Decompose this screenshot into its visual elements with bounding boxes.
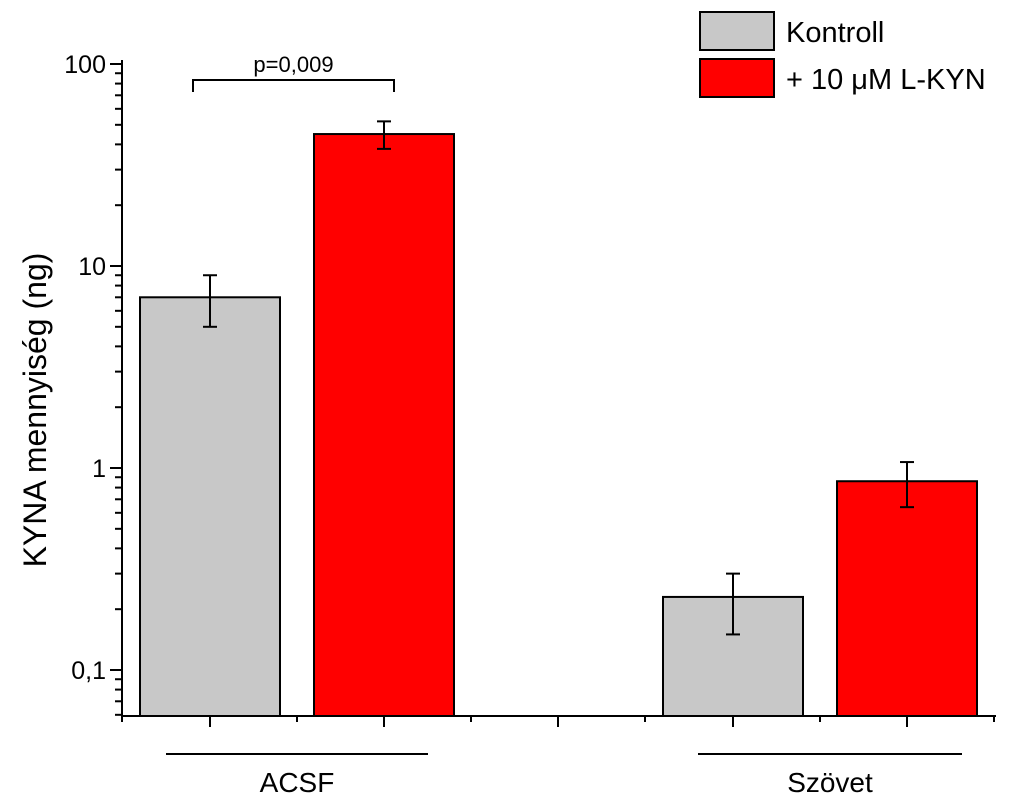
legend-swatch	[699, 11, 775, 51]
y-tick-label: 1	[92, 455, 106, 483]
significance-annotation: p=0,009	[192, 52, 395, 92]
legend-label: + 10 μM L-KYN	[786, 64, 986, 96]
significance-bracket	[192, 79, 395, 92]
y-tick-label: 10	[78, 253, 106, 281]
p-value-label: p=0,009	[253, 52, 333, 77]
bar	[139, 296, 281, 717]
y-ticks-layer: 0,1 1 10 100	[64, 51, 122, 716]
category-labels-layer: ACSF Szövet	[166, 753, 962, 798]
category-label: ACSF	[260, 767, 335, 798]
error-bars-layer	[203, 120, 914, 636]
bar	[836, 480, 978, 718]
legend-swatch	[699, 58, 775, 98]
bar	[313, 133, 455, 717]
x-ticks-layer	[121, 716, 995, 727]
legend: Kontroll + 10 μM L-KYN	[699, 11, 986, 98]
y-tick-label: 0,1	[71, 657, 106, 685]
legend-label: Kontroll	[786, 17, 884, 49]
bars-layer	[139, 133, 978, 718]
y-axis-label: KYNA mennyiség (ng)	[17, 253, 53, 568]
y-tick-label: 100	[64, 51, 106, 79]
category-label: Szövet	[787, 767, 873, 798]
